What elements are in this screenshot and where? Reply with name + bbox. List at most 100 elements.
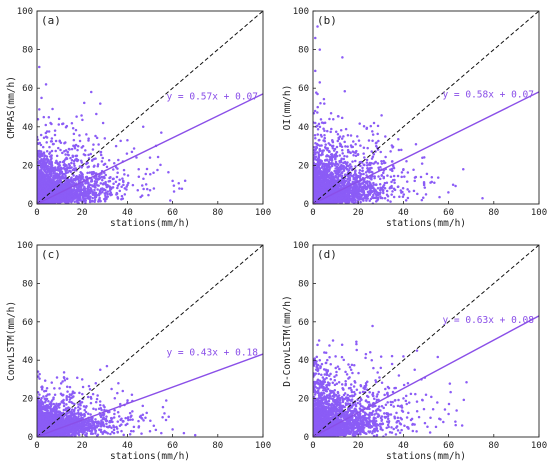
scatter-point (120, 185, 123, 189)
y-tick-label: 100 (17, 7, 33, 17)
scatter-point (43, 157, 46, 160)
scatter-point (343, 89, 347, 93)
scatter-point (396, 174, 400, 178)
scatter-point (96, 188, 99, 191)
scatter-point (72, 159, 76, 163)
scatter-point (42, 159, 45, 162)
scatter-point (45, 155, 49, 158)
scatter-point (351, 145, 354, 149)
scatter-point (172, 184, 176, 187)
scatter-point (326, 129, 329, 133)
scatter-point (78, 139, 82, 143)
scatter-point (57, 180, 60, 184)
scatter-point (318, 138, 321, 142)
scatter-point (70, 200, 73, 204)
scatter-point (54, 195, 57, 199)
scatter-point (91, 199, 94, 203)
scatter-point (37, 152, 41, 155)
scatter-point (101, 178, 104, 182)
scatter-point (117, 182, 121, 186)
scatter-point (101, 190, 104, 194)
scatter-point (86, 182, 90, 185)
scatter-point (41, 164, 45, 168)
scatter-point (323, 121, 327, 125)
scatter-point (353, 195, 356, 198)
scatter-point (71, 127, 75, 130)
scatter-point (42, 136, 46, 139)
scatter-point (336, 178, 339, 182)
scatter-point (367, 139, 371, 142)
scatter-point (366, 194, 370, 198)
scatter-point (391, 145, 395, 148)
scatter-point (383, 186, 387, 190)
scatter-point (72, 162, 76, 165)
scatter-point (42, 151, 46, 154)
scatter-point (87, 190, 90, 194)
scatter-point (37, 118, 40, 121)
scatter-point (46, 178, 49, 181)
y-tick-label: 20 (22, 161, 33, 171)
scatter-point (52, 174, 56, 178)
scatter-point (64, 201, 68, 204)
scatter-point (49, 121, 52, 125)
scatter-point (48, 182, 52, 185)
scatter-point (59, 166, 63, 169)
scatter-point (385, 193, 389, 196)
scatter-point (345, 155, 349, 158)
scatter-point (315, 175, 319, 178)
scatter-point (45, 130, 49, 133)
scatter-point (57, 123, 61, 126)
scatter-point (420, 162, 424, 165)
scatter-point (38, 108, 41, 111)
scatter-point (324, 158, 328, 162)
scatter-point (159, 163, 162, 167)
scatter-point (423, 156, 426, 159)
scatter-point (422, 181, 426, 184)
scatter-point (66, 191, 70, 194)
scatter-point (45, 161, 48, 164)
scatter-point (95, 177, 99, 180)
scatter-point (319, 159, 323, 163)
scatter-point (119, 139, 122, 143)
scatter-point (70, 161, 73, 165)
scatter-point (45, 149, 49, 153)
x-tick-label: 80 (212, 208, 223, 218)
scatter-point (93, 198, 97, 202)
scatter-point (328, 179, 332, 182)
scatter-point (90, 179, 94, 182)
scatter-point (338, 201, 341, 204)
scatter-point (100, 188, 104, 191)
scatter-point (96, 163, 100, 166)
scatter-point (50, 137, 54, 140)
scatter-point (380, 114, 383, 117)
scatter-point (48, 161, 52, 164)
scatter-point (405, 180, 409, 183)
scatter-point (327, 150, 331, 154)
scatter-point (123, 193, 127, 196)
scatter-point (79, 179, 82, 183)
scatter-point (389, 175, 393, 178)
scatter-point (91, 184, 95, 188)
scatter-point (85, 195, 89, 198)
scatter-point (412, 168, 415, 172)
scatter-point (340, 116, 344, 120)
scatter-point (73, 146, 77, 150)
scatter-point (425, 172, 429, 176)
scatter-point (132, 147, 136, 150)
scatter-point (380, 174, 383, 177)
scatter-point (51, 107, 54, 111)
scatter-point (386, 174, 389, 177)
scatter-point (79, 175, 82, 178)
scatter-point (61, 182, 64, 186)
scatter-point (65, 183, 69, 186)
scatter-point (71, 183, 74, 186)
scatter-point (39, 163, 43, 166)
scatter-point (392, 174, 396, 178)
scatter-point (313, 112, 316, 115)
scatter-point (142, 177, 145, 180)
scatter-point (51, 142, 55, 146)
scatter-point (47, 130, 51, 133)
scatter-point (93, 188, 96, 192)
scatter-point (79, 170, 82, 174)
scatter-point (323, 140, 327, 143)
